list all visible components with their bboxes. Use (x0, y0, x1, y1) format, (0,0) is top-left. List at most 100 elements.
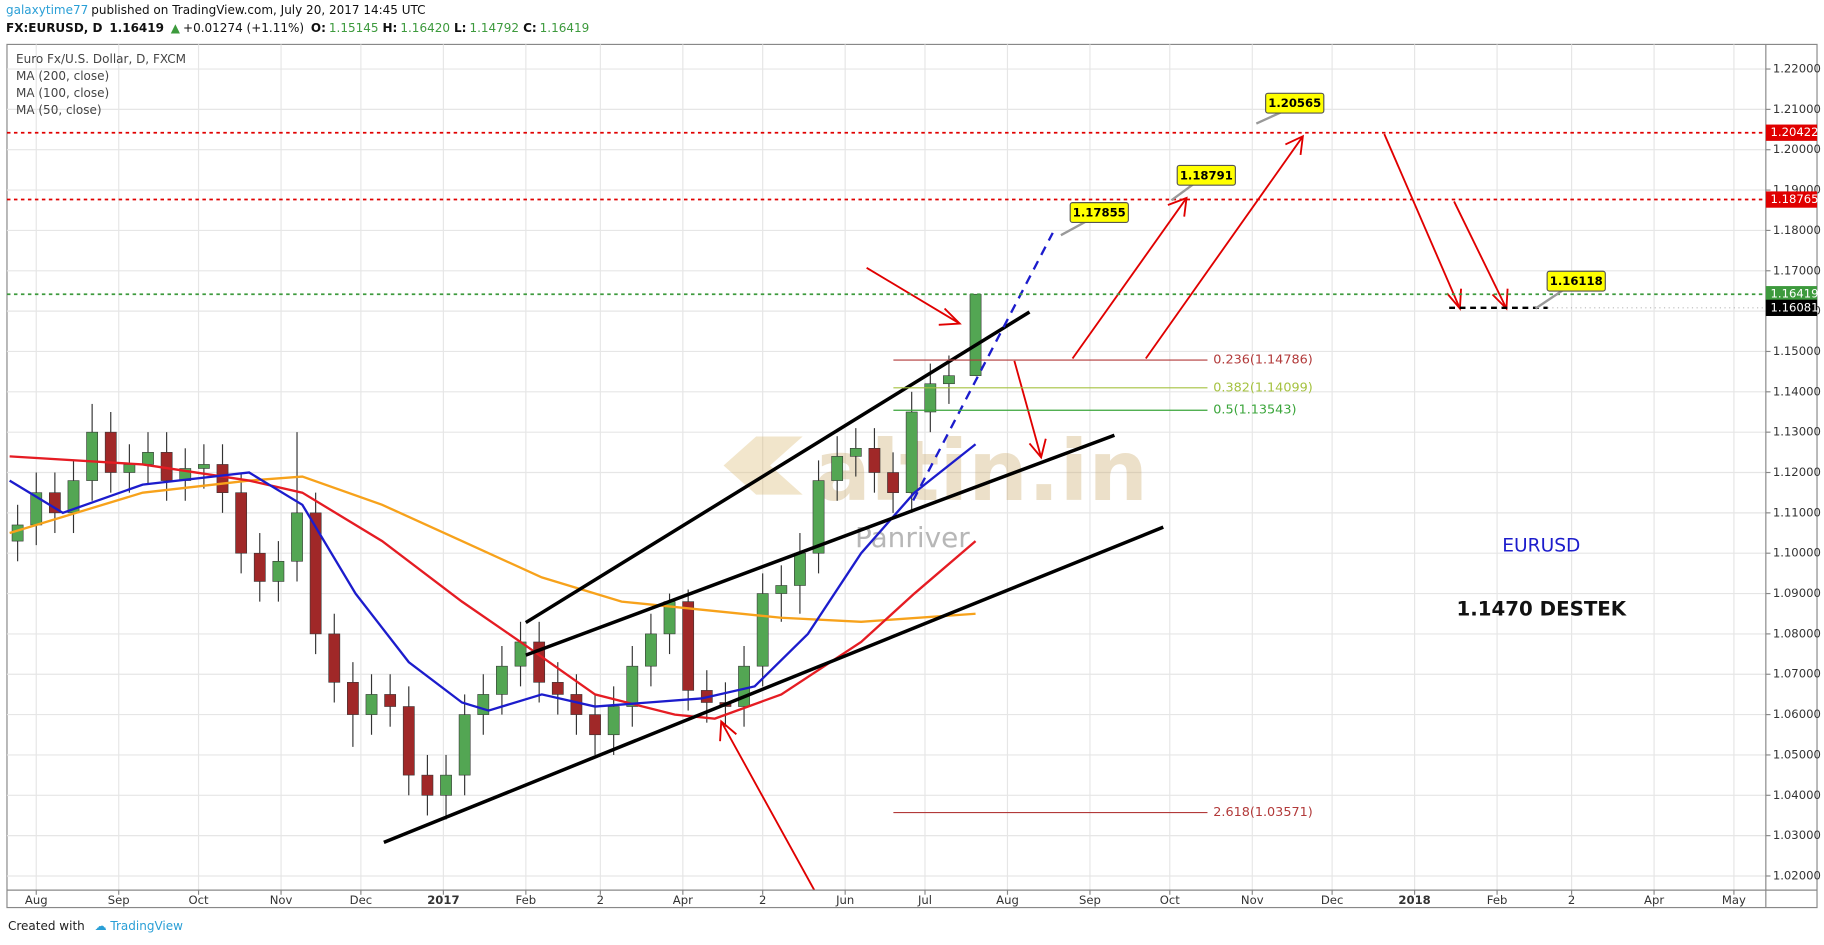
drawings (383, 133, 1509, 891)
arrow (1145, 135, 1304, 360)
axes: 1.02000 1.03000 1.04000 1.05000 1.06000 1.070… (25, 62, 1821, 908)
candle-body (458, 714, 471, 776)
y-tick-label: 1.03000 (1773, 828, 1821, 842)
change: +0.01274 (+1.11%) (183, 21, 305, 35)
overlays: 0.236(1.14786) 0.382(1.14099) 0.5(1.13543)… (6, 92, 1766, 820)
watermark-icon (723, 436, 803, 495)
price-tag (1765, 299, 1818, 316)
x-tick-label: Jul (917, 893, 932, 907)
trendline (525, 433, 1116, 657)
candle-body (328, 633, 341, 683)
candle-body (309, 512, 322, 635)
arrow-head (1285, 134, 1304, 156)
candle-body (272, 560, 285, 582)
price-tag (1765, 124, 1818, 141)
candle-body (104, 431, 117, 473)
ohlc-value: 1.15145 (328, 21, 379, 35)
candle-body (216, 464, 229, 493)
candle-body (924, 383, 937, 413)
footer-brand[interactable]: ☁ TradingView (94, 919, 183, 933)
x-tick-label: 2 (1568, 893, 1575, 907)
candle-body (142, 452, 154, 465)
y-tick-label: 1.11000 (1773, 505, 1821, 519)
ma-line (9, 475, 976, 623)
candle-body (440, 774, 452, 796)
y-tick-label: 1.07000 (1773, 667, 1821, 681)
ma-line (9, 455, 977, 720)
x-tick-label: 2018 (1398, 893, 1430, 907)
y-tick-label: 1.10000 (1773, 546, 1821, 560)
ohlc-label: L: (453, 21, 467, 35)
callout-label: 1.16118 (1550, 274, 1603, 288)
x-tick-label: Nov (270, 893, 293, 907)
legend-entry: MA (50, close) (16, 103, 102, 117)
username[interactable]: galaxytime77 (6, 3, 89, 17)
candle-body (253, 552, 266, 582)
x-tick-label: Sep (1079, 893, 1101, 907)
x-tick-label: May (1722, 893, 1746, 907)
candle-body (868, 448, 881, 473)
y-tick-label: 1.12000 (1773, 465, 1821, 479)
y-tick-label: 1.05000 (1773, 747, 1821, 761)
candle-body (887, 472, 899, 493)
y-tick-label: 1.06000 (1773, 707, 1821, 721)
arrows (719, 133, 1509, 891)
y-tick-label: 1.20000 (1773, 142, 1821, 156)
y-tick-label: 1.15000 (1773, 344, 1821, 358)
candle-body (421, 774, 434, 796)
x-tick-label: Aug (25, 893, 48, 907)
x-tick-label: Dec (1321, 893, 1344, 907)
candle-body (235, 492, 248, 554)
y-tick-label: 1.13000 (1773, 425, 1821, 439)
annotation: 1.1470 DESTEK (1457, 597, 1627, 620)
callout-leader (1534, 288, 1565, 310)
price-tag-label: 1.18765 (1770, 192, 1818, 206)
candle-body (48, 492, 61, 514)
ohlc-value: 1.16419 (539, 21, 590, 35)
candle-body (291, 512, 303, 562)
candle-body (11, 524, 24, 542)
ohlc-label: O: (310, 21, 326, 35)
candle-body (402, 706, 415, 776)
candle-body (570, 694, 583, 715)
x-tick-label: Feb (516, 893, 537, 907)
candle-body (86, 431, 99, 481)
header-line: FX:EURUSD, D 1.16419 ▲ +0.01274 (+1.11%) … (6, 21, 596, 35)
callout-label: 1.20565 (1268, 96, 1321, 110)
candle-body (905, 411, 918, 493)
candle-body (198, 464, 210, 469)
y-tick-label: 1.17000 (1773, 263, 1821, 277)
callout-leader (1060, 220, 1088, 237)
x-tick-label: Jun (835, 893, 854, 907)
candle-body (645, 633, 657, 667)
arrow (1013, 360, 1043, 458)
x-tick-label: 2 (597, 893, 604, 907)
candle-body (551, 682, 564, 695)
candle-body (589, 714, 601, 736)
candle-body (365, 694, 378, 715)
callout-label: 1.18791 (1180, 168, 1233, 182)
x-tick-label: Nov (1241, 893, 1264, 907)
callout-box (1069, 202, 1129, 223)
candle-body (626, 665, 639, 707)
candle-body (812, 480, 825, 554)
callout-box (1176, 164, 1236, 186)
price-tag-label: 1.16081 (1770, 300, 1818, 314)
plot (9, 293, 982, 820)
arrow (866, 266, 961, 325)
x-tick-label: Aug (996, 893, 1019, 907)
arrow-head (719, 719, 737, 742)
ohlc-value: 1.14792 (469, 21, 520, 35)
candle-body (347, 682, 359, 715)
x-tick-label: Oct (189, 893, 210, 907)
callout-leader (1255, 110, 1283, 125)
candle-body (123, 464, 136, 473)
ohlc-value: 1.16420 (400, 21, 450, 35)
ma-line (9, 443, 977, 712)
legend-entry: Euro Fx/U.S. Dollar, D, FXCM (16, 52, 186, 66)
arrow-head (1167, 196, 1188, 217)
published: published on TradingView.com, July 20, 2… (91, 3, 426, 17)
ohlc-label: H: (382, 21, 398, 35)
x-tick-label: Apr (673, 893, 693, 907)
